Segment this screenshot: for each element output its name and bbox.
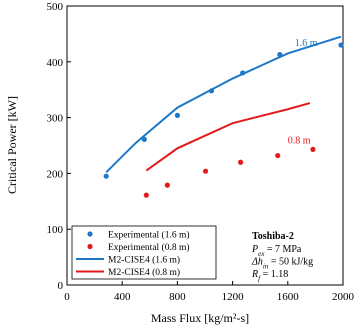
y-tick-label: 200 [47,168,64,180]
legend-label: Experimental (1.6 m) [108,230,190,241]
data-point [143,192,149,198]
y-tick-label: 0 [58,280,64,292]
y-tick-label: 500 [47,1,64,13]
legend-label: M2-CISE4 (0.8 m) [108,267,180,278]
data-point [164,182,170,188]
plot-frame [66,5,344,286]
info-text: = 1.18 [260,269,288,280]
x-tick-label: 0 [64,291,70,303]
data-point [310,146,316,153]
data-point [338,42,344,48]
legend-box [71,225,217,280]
info-text: Δh [251,257,263,268]
legend-marker [87,243,93,250]
info-line: Rf = 1.18 [251,269,288,283]
annotation: 1.6 m [295,38,318,49]
data-point [174,112,180,118]
y-tick-label: 400 [47,57,64,69]
y-axis-label: Critical Power [kW] [5,96,19,194]
info-title: Toshiba-2 [252,231,294,242]
info-line: Δhin = 50 kJ/kg [251,257,313,271]
data-point [275,152,281,159]
subscript: f [258,275,261,283]
x-tick-label: 1600 [277,291,300,303]
info-text: P [251,244,258,255]
data-point [103,173,109,179]
subscript: in [263,263,269,271]
data-point [238,159,244,165]
annotation: 0.8 m [288,135,311,146]
data-point [202,168,209,174]
model-line [105,35,342,173]
x-tick-label: 1200 [222,291,245,303]
subscript: ex [258,250,265,258]
x-tick-label: 2000 [332,291,355,303]
model-line [145,102,311,172]
legend-label: Experimental (0.8 m) [108,242,190,253]
y-tick-label: 100 [47,224,64,236]
info-text: R [251,269,258,280]
info-text: = 7 MPa [264,244,302,255]
info-text: = 50 kJ/kg [268,257,313,268]
x-tick-label: 800 [169,291,186,303]
x-axis-label: Mass Flux [kg/m²-s] [151,311,249,325]
info-line: Pex = 7 MPa [251,244,302,258]
x-tick-label: 400 [114,291,131,303]
legend-marker [87,231,93,237]
legend-label: M2-CISE4 (1.6 m) [108,255,180,266]
y-tick-label: 300 [47,113,64,125]
